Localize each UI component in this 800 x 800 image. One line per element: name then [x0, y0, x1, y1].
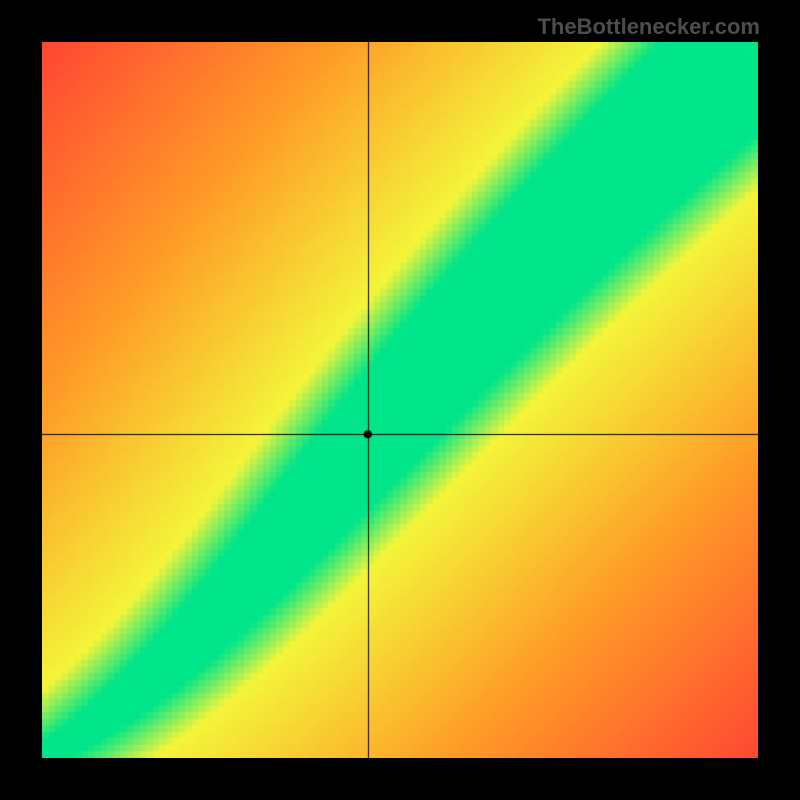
chart-container: TheBottlenecker.com — [0, 0, 800, 800]
watermark-text: TheBottlenecker.com — [537, 14, 760, 40]
bottleneck-heatmap — [42, 42, 758, 758]
